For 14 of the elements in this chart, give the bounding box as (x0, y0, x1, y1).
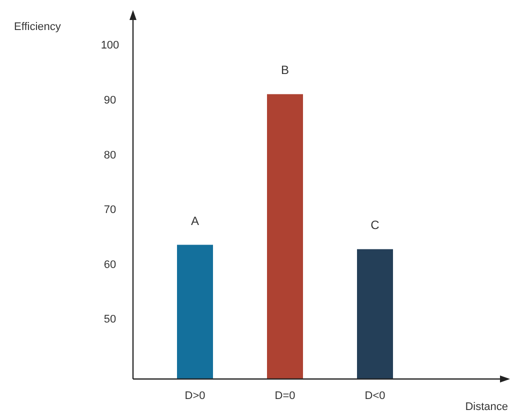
annotation: B (280, 63, 290, 78)
y-tick-label: 90 (104, 94, 116, 106)
x-tick-label: D>0 (184, 390, 206, 402)
y-tick-label: 60 (104, 258, 116, 271)
annotation: C (370, 218, 380, 232)
y-tick-label: 70 (104, 204, 116, 216)
x-axis-title: Distance (465, 401, 508, 413)
x-tick-label: D=0 (274, 390, 296, 402)
y-tick-label: 100 (100, 40, 120, 52)
y-axis-title: Efficiency (14, 21, 62, 33)
annotation: A (190, 214, 200, 228)
x-tick-label: D<0 (364, 390, 386, 402)
y-tick-label: 50 (104, 314, 116, 326)
y-tick-label: 80 (104, 149, 116, 162)
